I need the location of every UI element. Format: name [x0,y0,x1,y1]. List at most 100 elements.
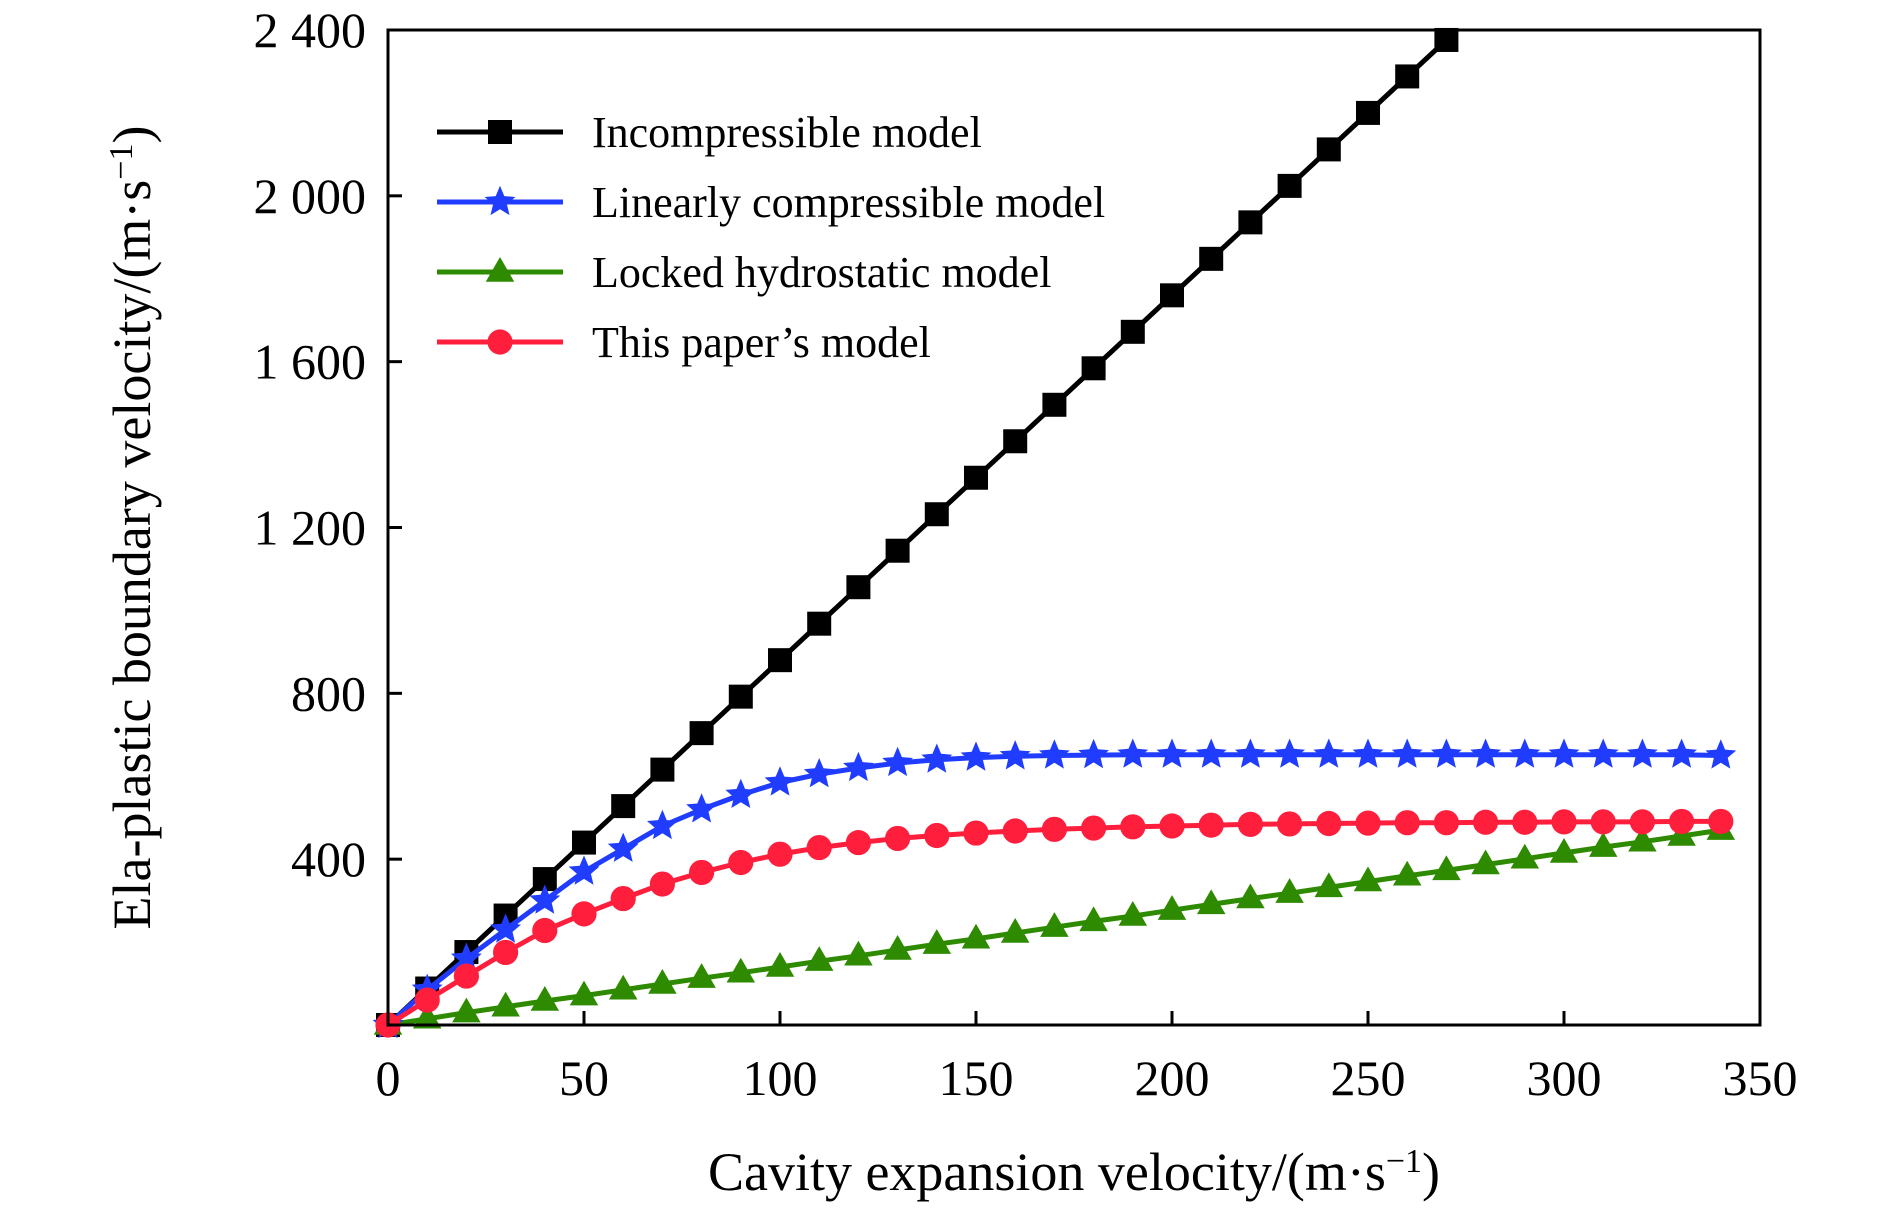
data-point [607,832,639,862]
data-point [490,913,521,943]
x-tick-label: 50 [559,1050,609,1106]
data-point [964,465,988,490]
x-tick-label: 300 [1527,1050,1602,1106]
data-point [1470,738,1501,768]
data-point [532,917,558,944]
legend-label: Linearly compressible model [592,178,1105,227]
data-point [451,942,482,972]
data-point [1237,811,1263,837]
x-tick-label: 0 [376,1050,401,1106]
y-axis-title-end: ) [102,126,162,144]
data-point [725,778,757,808]
data-point [963,820,989,846]
data-point [452,997,481,1023]
data-point [608,974,638,1000]
data-point [1627,738,1658,768]
data-point [1431,738,1462,768]
data-point [1434,27,1459,52]
legend-item: This paper’s model [437,318,931,367]
x-axis-title-text: Cavity expansion velocity/(m·s [708,1142,1386,1202]
series-circle [375,808,1734,1038]
data-point [1160,283,1184,308]
data-point [1551,809,1577,835]
legend-item: Incompressible model [437,108,982,157]
data-point [1666,738,1697,768]
y-tick-label: 1 600 [254,334,367,390]
data-point [1353,866,1383,892]
data-point [1039,739,1070,769]
data-point [1395,64,1420,89]
data-point [1392,860,1422,886]
legend: Incompressible model Linearly compressibl… [437,108,1105,367]
data-point [843,751,874,782]
data-point [412,1003,442,1029]
data-point [530,985,560,1011]
data-point [572,830,596,855]
data-point [844,940,873,966]
data-point [1628,826,1657,852]
data-point [1081,356,1106,381]
data-point [1198,812,1224,838]
data-point [922,929,952,954]
data-point [924,822,950,849]
legend-label: This paper’s model [592,318,931,367]
data-point [807,611,832,636]
data-point [1078,738,1109,769]
y-tick-label: 800 [291,665,366,721]
legend-item: Locked hydrostatic model [437,248,1051,297]
data-point [1548,738,1580,768]
data-point [1000,917,1030,943]
data-point [961,923,991,949]
data-point [846,575,871,600]
data-point [1316,810,1342,837]
data-point [1314,872,1344,898]
legend-label: Incompressible model [592,108,982,157]
data-point [1159,813,1185,839]
data-point [1277,173,1302,198]
axes-layer: 0 50 100 150 200 250 300 350 400 800 1 200 1 600 2 0… [254,2,1798,1106]
data-point [728,849,754,876]
data-point [1157,895,1187,920]
data-point [845,829,872,856]
x-axis-title: Cavity expansion velocity/(m·s−1) [708,1142,1440,1202]
y-tick-label: 2 000 [254,168,367,224]
data-point [960,741,992,771]
data-point [804,946,834,971]
data-point [529,884,561,914]
data-point [999,740,1031,770]
data-point [1277,811,1303,837]
data-point [728,684,753,709]
data-point [726,957,756,983]
data-point [689,859,715,886]
data-point [1196,889,1226,915]
data-point [611,794,636,819]
data-point [1629,809,1655,835]
legend-marker [485,257,515,282]
data-point [1356,100,1380,125]
data-point [764,766,796,796]
data-point [1549,837,1579,863]
data-point [491,991,520,1017]
data-point [1195,738,1227,768]
y-tick-label: 1 200 [254,500,367,556]
data-point [686,793,717,823]
data-point [687,963,716,988]
data-point [689,721,714,746]
x-tick-label: 150 [939,1050,1014,1106]
data-point [1509,738,1541,768]
data-point [806,834,832,861]
data-point [883,934,912,960]
data-point [453,963,479,989]
data-point [1473,809,1499,835]
data-point [1313,738,1345,768]
data-point [1588,832,1618,857]
data-point [1705,739,1737,769]
x-tick-label: 200 [1135,1050,1210,1106]
data-point [610,885,636,912]
y-axis-title-text: Ela-plastic boundary velocity/(m·s [102,180,162,930]
x-tick-label: 350 [1723,1050,1798,1106]
data-point [1079,906,1108,932]
data-point [767,841,793,867]
data-point [569,980,599,1006]
